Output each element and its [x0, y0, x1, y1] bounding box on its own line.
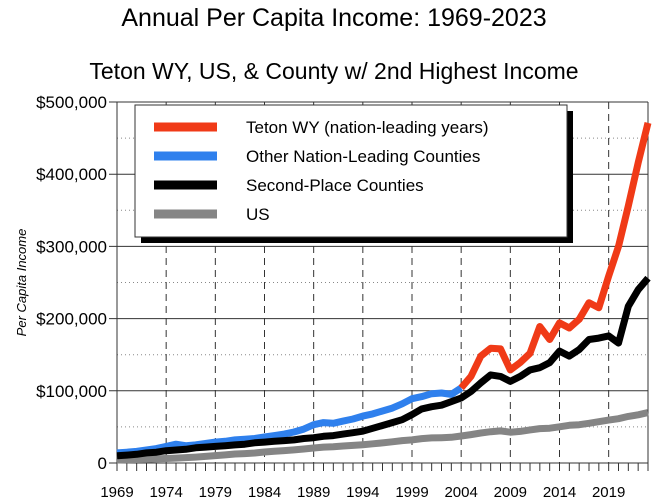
x-tick-label: 2019 [592, 484, 625, 500]
series-line-3 [116, 409, 649, 464]
legend-label: Second-Place Counties [246, 176, 424, 195]
y-tick-label: $500,000 [36, 93, 107, 112]
y-tick-label: $300,000 [36, 237, 107, 256]
x-tick-label: 1994 [346, 484, 379, 500]
x-tick-label: 2009 [494, 484, 527, 500]
x-tick-label: 1974 [149, 484, 182, 500]
x-tick-label: 2014 [543, 484, 576, 500]
y-tick-label: $400,000 [36, 165, 107, 184]
x-tick-label: 1984 [248, 484, 281, 500]
y-tick-label: 0 [98, 454, 107, 473]
series-line-1 [116, 384, 464, 457]
legend-label: Teton WY (nation-leading years) [246, 118, 489, 137]
chart-title: Annual Per Capita Income: 1969-2023 [121, 4, 547, 32]
chart-subtitle: Teton WY, US, & County w/ 2nd Highest In… [89, 58, 579, 84]
series-line-0 [458, 122, 652, 391]
x-tick-label: 2004 [444, 484, 477, 500]
y-axis-label: Per Capita Income [14, 229, 29, 337]
legend-label: US [246, 205, 270, 224]
y-tick-label: $100,000 [36, 382, 107, 401]
y-tick-label: $200,000 [36, 310, 107, 329]
legend-label: Other Nation-Leading Counties [246, 147, 480, 166]
x-tick-label: 1969 [100, 484, 133, 500]
x-tick-label: 1979 [199, 484, 232, 500]
x-tick-label: 1989 [297, 484, 330, 500]
series-line-2 [116, 275, 651, 460]
x-tick-label: 1999 [395, 484, 428, 500]
